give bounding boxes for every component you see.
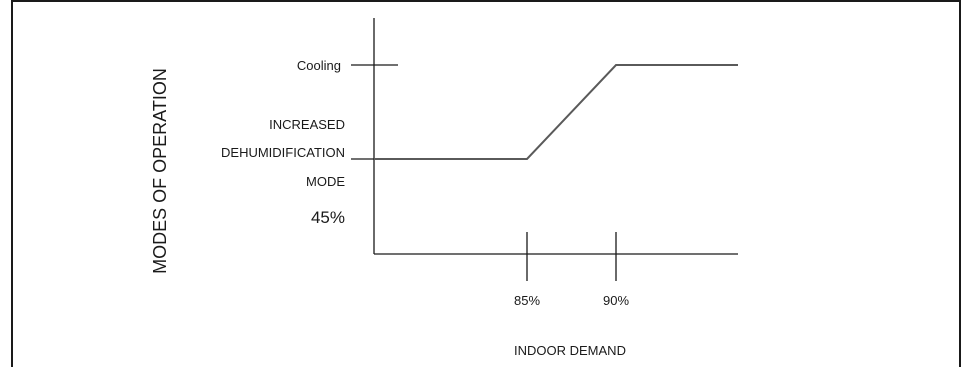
- x-axis-title: INDOOR DEMAND: [514, 343, 626, 358]
- dehum-label-line3: MODE: [306, 174, 345, 189]
- diagram-frame: [11, 0, 961, 367]
- cooling-label: Cooling: [297, 58, 341, 73]
- dehum-label-line2: DEHUMIDIFICATION: [221, 145, 345, 160]
- x-tick-label-85: 85%: [514, 293, 540, 308]
- x-tick-label-90: 90%: [603, 293, 629, 308]
- operation-curve: [374, 64, 738, 160]
- dehum-label-line1: INCREASED: [269, 117, 345, 132]
- y-axis-title: MODES OF OPERATION: [150, 68, 170, 274]
- percent-label: 45%: [311, 208, 345, 227]
